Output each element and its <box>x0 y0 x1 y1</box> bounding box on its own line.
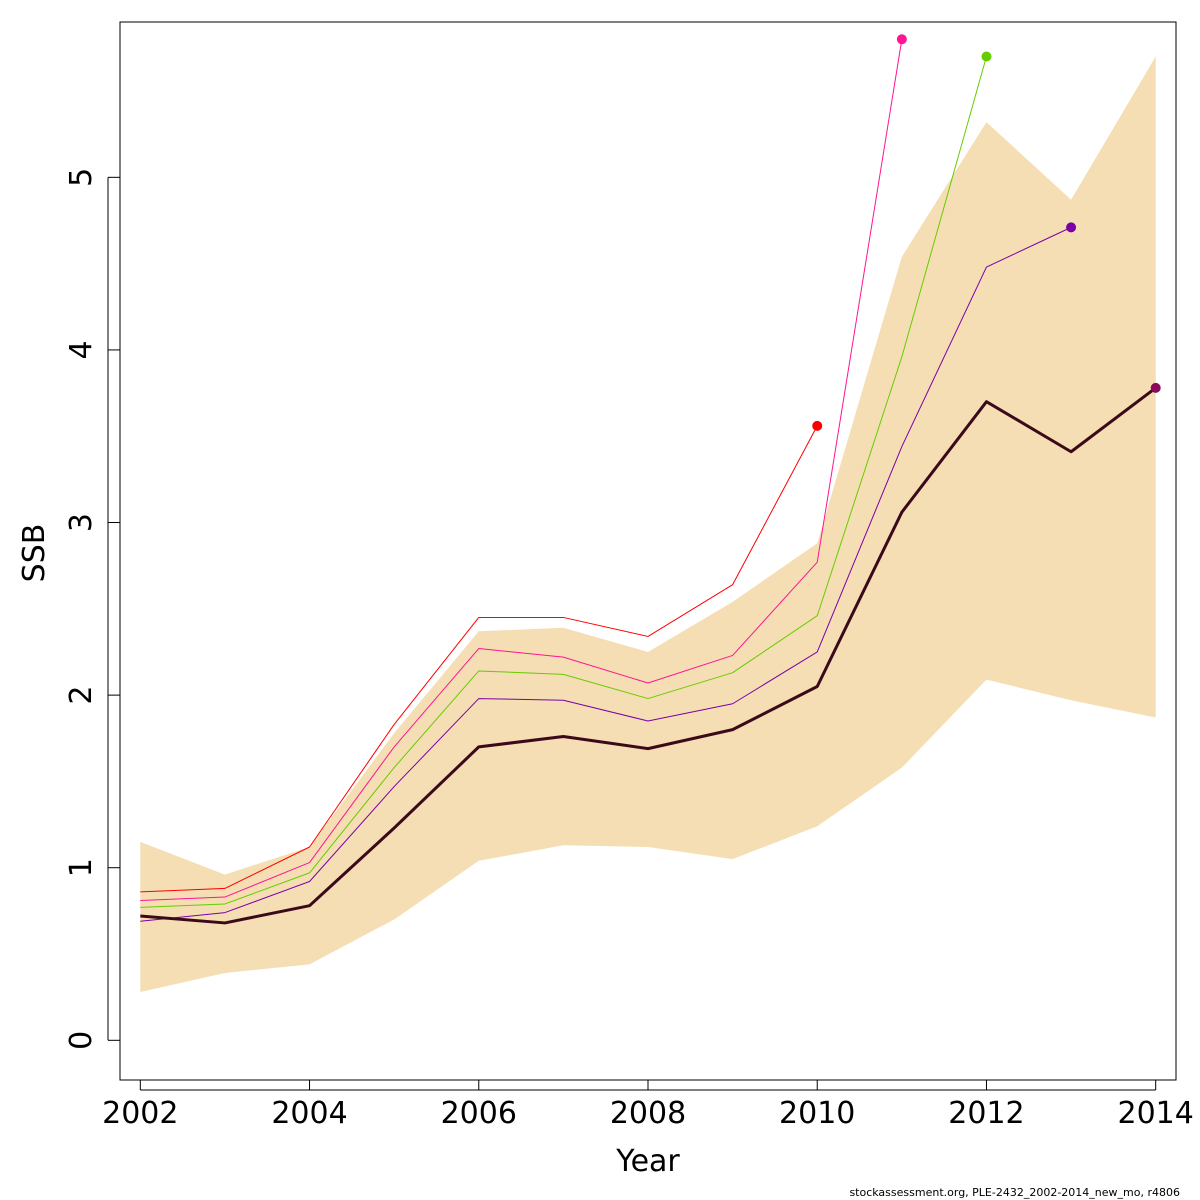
series-line-2 <box>140 39 903 902</box>
y-tick-label-2: 2 <box>64 686 99 705</box>
confidence-band-layer <box>140 56 1156 992</box>
series-endpoint-5 <box>1150 382 1161 393</box>
x-axis-title: Year <box>615 1144 680 1179</box>
series-line-4 <box>140 226 1072 922</box>
series-layer <box>140 34 1161 925</box>
y-tick-label-0: 0 <box>64 1031 99 1050</box>
footer-note: stockassessment.org, PLE-2432_2002-2014_… <box>849 1186 1180 1199</box>
x-tick-label-2012: 2012 <box>948 1096 1024 1131</box>
y-tick-label-3: 3 <box>64 513 99 532</box>
series-endpoint-2 <box>896 34 907 45</box>
series-endpoint-4 <box>1066 222 1077 233</box>
y-tick-label-4: 4 <box>64 340 99 359</box>
series-endpoint-3 <box>981 51 992 62</box>
y-axis-title: SSB <box>17 524 52 583</box>
y-tick-label-1: 1 <box>64 858 99 877</box>
series-line-5 <box>140 386 1157 925</box>
x-tick-label-2006: 2006 <box>441 1096 517 1131</box>
confidence-band <box>140 56 1156 992</box>
x-tick-label-2014: 2014 <box>1118 1096 1194 1131</box>
series-line-1 <box>140 425 818 893</box>
tick-layer: 2002 2004 2006 2008 2010 2012 2014 0 1 2 3 4 5 <box>64 168 1194 1131</box>
x-tick-label-2010: 2010 <box>779 1096 855 1131</box>
x-tick-label-2002: 2002 <box>102 1096 178 1131</box>
series-endpoint-1 <box>812 420 823 431</box>
series-line-3 <box>140 56 987 908</box>
x-tick-label-2004: 2004 <box>271 1096 347 1131</box>
x-tick-label-2008: 2008 <box>610 1096 686 1131</box>
y-tick-label-5: 5 <box>64 168 99 187</box>
